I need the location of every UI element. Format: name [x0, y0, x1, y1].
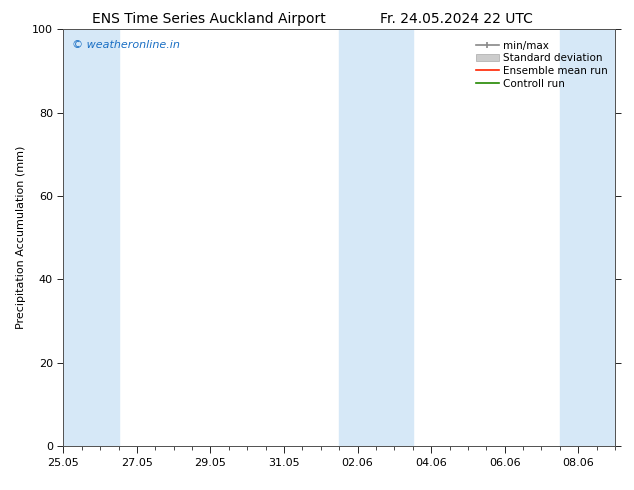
Legend: min/max, Standard deviation, Ensemble mean run, Controll run: min/max, Standard deviation, Ensemble me… [474, 39, 610, 91]
Y-axis label: Precipitation Accumulation (mm): Precipitation Accumulation (mm) [16, 146, 27, 329]
Text: Fr. 24.05.2024 22 UTC: Fr. 24.05.2024 22 UTC [380, 12, 533, 26]
Bar [63, 29, 119, 446]
Text: © weatheronline.in: © weatheronline.in [72, 40, 179, 50]
Text: ENS Time Series Auckland Airport: ENS Time Series Auckland Airport [93, 12, 326, 26]
Bar [560, 29, 615, 446]
Bar [339, 29, 413, 446]
